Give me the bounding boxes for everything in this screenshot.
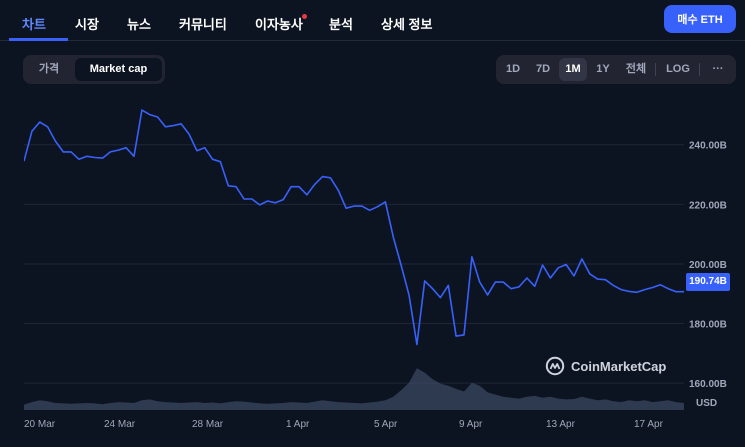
market-cap-line: [23, 109, 684, 346]
y-tick-label: 180.00B: [689, 320, 727, 331]
y-axis-unit-label: USD: [696, 398, 718, 409]
tab-news[interactable]: 뉴스: [127, 17, 151, 32]
range-selector: 1D 7D 1M 1Y 전체 LOG ···: [496, 55, 736, 84]
x-tick-label: 20 Mar: [24, 419, 56, 430]
coinmarketcap-logo-icon: [545, 356, 565, 376]
x-tick-label: 9 Apr: [459, 419, 483, 430]
x-tick-label: 5 Apr: [374, 419, 398, 430]
range-divider: [655, 63, 656, 76]
series-line: [23, 109, 684, 346]
range-1d-button[interactable]: 1D: [505, 63, 521, 75]
y-tick-label: 160.00B: [689, 379, 727, 390]
active-tab-indicator: [9, 38, 68, 41]
x-tick-label: 17 Apr: [634, 419, 664, 430]
buy-eth-button[interactable]: 매수 ETH: [664, 5, 736, 33]
tab-chart[interactable]: 차트: [22, 17, 46, 32]
log-scale-button[interactable]: LOG: [666, 63, 690, 75]
range-7d-button[interactable]: 7D: [535, 63, 551, 75]
y-tick-label: 200.00B: [689, 260, 727, 271]
y-tick-label: 220.00B: [689, 200, 727, 211]
current-value-tag: 190.74B: [686, 273, 730, 291]
x-tick-label: 13 Apr: [546, 419, 576, 430]
tab-yield-farming[interactable]: 이자농사: [255, 17, 303, 32]
volume-area: [24, 368, 684, 410]
y-tick-label: 240.00B: [689, 141, 727, 152]
tab-markets[interactable]: 시장: [75, 17, 99, 32]
range-1m-button[interactable]: 1M: [559, 58, 587, 81]
y-axis-ticks: 160.00B 180.00B 200.00B 220.00B 240.00B: [689, 141, 727, 390]
new-badge-dot: [302, 14, 307, 19]
market-cap-view-button[interactable]: Market cap: [75, 58, 162, 81]
range-all-button[interactable]: 전체: [625, 63, 647, 75]
tab-community[interactable]: 커뮤니티: [179, 17, 227, 32]
x-tick-label: 1 Apr: [286, 419, 310, 430]
volume-area-path: [24, 368, 684, 410]
watermark-text: CoinMarketCap: [571, 359, 667, 374]
price-view-button[interactable]: 가격: [38, 63, 60, 75]
range-1y-button[interactable]: 1Y: [596, 63, 610, 75]
chart-svg: 160.00B 180.00B 200.00B 220.00B 240.00B 20 M…: [23, 109, 727, 430]
x-tick-label: 28 Mar: [192, 419, 224, 430]
range-divider: [699, 63, 700, 76]
top-nav: 차트 시장 뉴스 커뮤니티 이자농사 분석 상세 정보 매수 ETH: [0, 0, 745, 41]
more-options-button[interactable]: ···: [712, 63, 724, 75]
grid-lines: [24, 144, 684, 384]
view-toggle: 가격 Market cap: [23, 55, 165, 84]
x-tick-label: 24 Mar: [104, 419, 136, 430]
tab-analytics[interactable]: 분석: [329, 17, 353, 32]
tab-details[interactable]: 상세 정보: [381, 17, 433, 32]
market-cap-chart[interactable]: 160.00B 180.00B 200.00B 220.00B 240.00B 20 M…: [23, 100, 745, 447]
x-axis-ticks: 20 Mar 24 Mar 28 Mar 1 Apr 5 Apr 9 Apr 13 Apr 1…: [24, 419, 664, 430]
